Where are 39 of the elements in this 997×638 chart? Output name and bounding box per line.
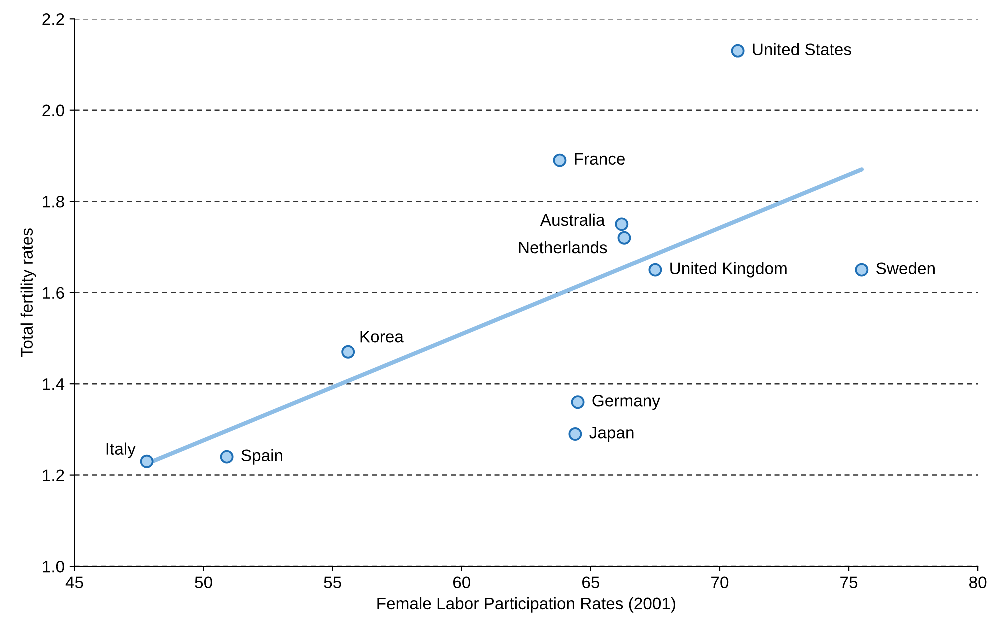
annotation: Australia (540, 214, 606, 226)
annotation: United States (753, 43, 852, 56)
y-axis-title: Total fertility rates (20, 228, 36, 358)
point (220, 450, 234, 464)
point (731, 44, 745, 58)
y-tick-label: 1.6 (43, 287, 64, 300)
annotation: France (575, 153, 625, 166)
y-tick-label: 2.2 (42, 14, 64, 26)
y-tick-label: 2.0 (42, 104, 64, 117)
x-tick-label: 50 (195, 576, 212, 589)
point (140, 454, 154, 468)
y-tick-label: 1.2 (43, 470, 64, 482)
annotation: Netherlands (519, 241, 608, 254)
x-tick-label: 60 (453, 576, 471, 589)
y-tick-label: 1.0 (43, 560, 64, 573)
y-tick-label: 1.8 (43, 196, 64, 208)
point (615, 218, 629, 232)
annotation: United Kingdom (670, 262, 787, 278)
point (648, 263, 662, 277)
annotation: Italy (106, 442, 136, 458)
x-tick-label: 45 (66, 576, 84, 589)
x-tick-label: 65 (582, 576, 600, 589)
annotation: Germany (592, 394, 660, 410)
x-axis-title: Female Labor Participation Rates (2001) (378, 597, 676, 613)
point (571, 396, 585, 410)
annotation: Korea (360, 331, 404, 343)
x-tick-label: 55 (324, 576, 342, 589)
annotation: Spain (242, 449, 282, 465)
x-tick-label: 80 (970, 576, 987, 589)
annotation: Sweden (876, 262, 935, 275)
point (855, 263, 869, 277)
point (568, 428, 582, 441)
point (342, 345, 356, 359)
y-tick-label: 1.4 (43, 378, 65, 390)
point (618, 231, 632, 245)
point (553, 154, 567, 168)
x-tick-label: 70 (712, 576, 729, 589)
x-tick-label: 75 (840, 576, 858, 589)
annotation: Japan (590, 427, 634, 442)
